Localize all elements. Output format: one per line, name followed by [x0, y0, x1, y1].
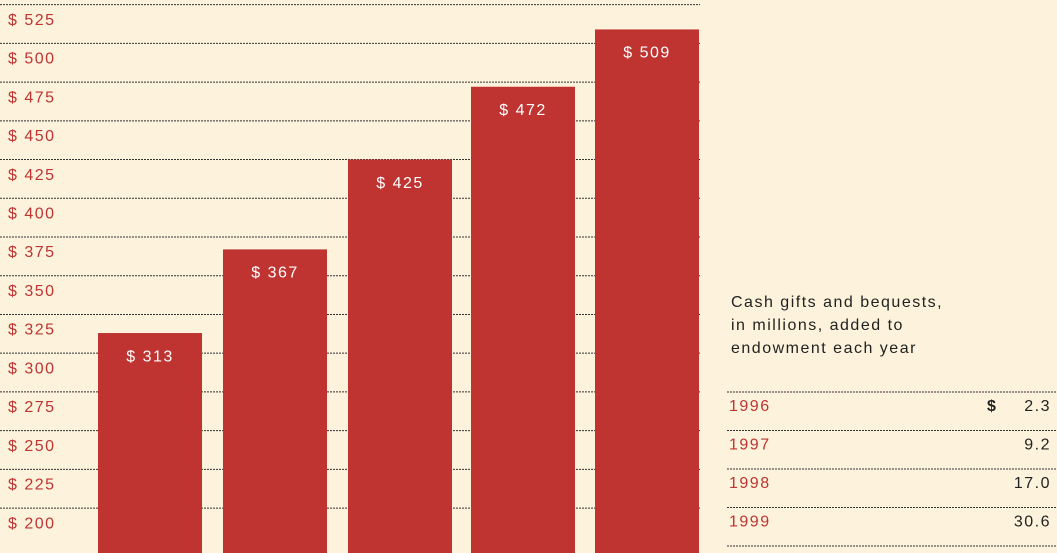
value-label: $ 313	[126, 348, 174, 365]
value-label: $ 472	[499, 102, 547, 119]
table-currency: $	[987, 398, 997, 415]
y-tick-label: $ 475	[8, 89, 56, 106]
value-label: $ 509	[623, 45, 671, 62]
value-label: $ 367	[251, 265, 299, 282]
y-tick-label: $ 450	[8, 128, 56, 145]
bar	[348, 159, 452, 553]
table-caption: in millions, added to	[731, 317, 904, 334]
bar	[595, 29, 699, 553]
table-year: 1999	[729, 514, 771, 531]
y-tick-label: $ 375	[8, 244, 56, 261]
y-tick-label: $ 275	[8, 399, 56, 416]
y-tick-label: $ 250	[8, 438, 56, 455]
table-caption: endowment each year	[731, 340, 917, 357]
table-value: 17.0	[1014, 475, 1051, 492]
bar	[223, 249, 327, 553]
y-tick-label: $ 225	[8, 477, 56, 494]
bar	[471, 86, 575, 553]
bar	[98, 333, 202, 553]
y-tick-label: $ 350	[8, 283, 56, 300]
table-year: 1996	[729, 398, 771, 415]
y-tick-label: $ 325	[8, 322, 56, 339]
table-caption: Cash gifts and bequests,	[731, 294, 943, 311]
y-tick-label: $ 200	[8, 515, 56, 532]
table-year: 1998	[729, 475, 771, 492]
table-value: 9.2	[1024, 437, 1051, 454]
y-tick-label: $ 425	[8, 167, 56, 184]
table-value: 30.6	[1014, 514, 1051, 531]
y-tick-label: $ 500	[8, 51, 56, 68]
table-value: 2.3	[1024, 398, 1051, 415]
table-year: 1997	[729, 437, 771, 454]
y-tick-label: $ 400	[8, 205, 56, 222]
value-label: $ 425	[376, 175, 424, 192]
y-tick-label: $ 300	[8, 360, 56, 377]
y-tick-label: $ 525	[8, 12, 56, 29]
